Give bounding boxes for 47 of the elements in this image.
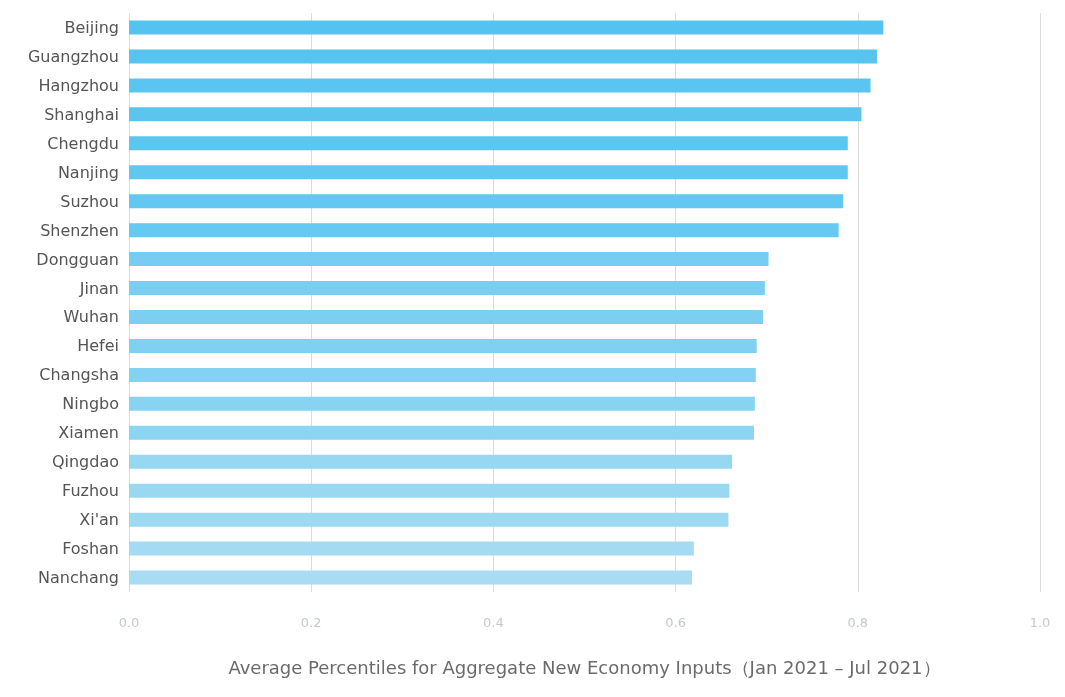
y-tick-label: Nanjing [57, 162, 119, 182]
bar [129, 20, 884, 35]
bar [129, 570, 692, 585]
y-tick-label: Changsha [39, 365, 119, 385]
x-tick-label: 0.0 [118, 615, 140, 630]
bar [129, 454, 733, 469]
y-tick-label: Hefei [77, 336, 119, 356]
bar [129, 252, 769, 267]
bar [129, 107, 862, 122]
bar [129, 165, 848, 180]
bar [129, 512, 729, 527]
y-tick-label: Xiamen [58, 423, 119, 443]
y-tick-label: Fuzhou [62, 481, 119, 501]
bar [129, 309, 764, 324]
y-tick-label: Xi'an [79, 510, 119, 530]
y-tick-label: Shanghai [44, 104, 119, 124]
bar [129, 425, 754, 440]
bar [129, 367, 756, 382]
bar [129, 49, 877, 64]
bar [129, 396, 755, 411]
y-tick-label: Dongguan [36, 249, 119, 269]
y-tick-label: Suzhou [60, 191, 119, 211]
x-tick-label: 1.0 [1029, 615, 1051, 630]
y-tick-label: Nanchang [38, 568, 119, 588]
bar [129, 281, 765, 296]
y-tick-label: Shenzhen [40, 220, 119, 240]
bar [129, 194, 844, 209]
y-tick-label: Beijing [64, 17, 119, 37]
y-tick-label: Hangzhou [38, 75, 119, 95]
bar [129, 78, 871, 93]
y-tick-label: Foshan [62, 539, 119, 559]
x-tick-label: 0.2 [300, 615, 322, 630]
y-tick-label: Qingdao [51, 452, 119, 472]
x-tick-label: 0.8 [847, 615, 869, 630]
bar [129, 541, 694, 556]
y-tick-label: Ningbo [62, 394, 119, 414]
y-tick-label: Chengdu [47, 133, 119, 153]
x-tick-label: 0.4 [483, 615, 504, 630]
y-tick-label: Guangzhou [27, 46, 119, 66]
y-tick-label: Wuhan [63, 307, 119, 327]
x-axis-title: Average Percentiles for Aggregate New Economy Inputs（Jan 2021 – Jul 2021） [228, 656, 941, 678]
bar [129, 338, 757, 353]
x-tick-label: 0.6 [665, 615, 686, 630]
bar [129, 223, 839, 238]
y-tick-label: Jinan [78, 278, 119, 298]
bar [129, 136, 848, 151]
bar [129, 483, 730, 498]
